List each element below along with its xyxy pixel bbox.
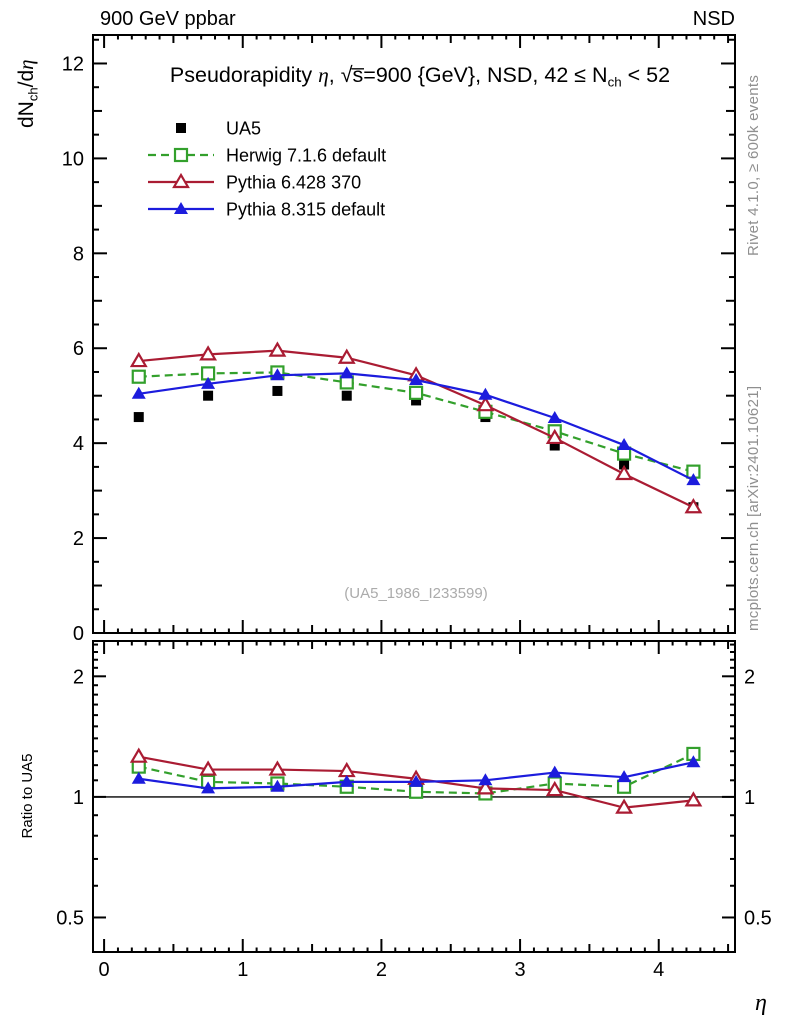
legend-label: UA5 [226,119,261,139]
main-panel: 0 2 4 6 8 10 12 Pseudorapidity η, √s̅=900 {GeV}… [14,34,736,645]
svg-text:2: 2 [73,666,84,688]
main-x-ticks [103,35,730,633]
series-pythia8 [131,366,701,486]
legend-label: Pythia 6.428 370 [226,173,361,193]
ratio-x-ticks [103,641,730,952]
x-tick-labels: 0 1 2 3 4 [99,959,665,981]
svg-text:0: 0 [73,623,84,645]
svg-text:4: 4 [653,959,664,981]
svg-text:10: 10 [62,148,84,170]
header-right-label: NSD [693,8,735,30]
ratio-y-tick-labels: 0.5 0.5 1 1 2 2 [56,666,772,929]
svg-text:3: 3 [515,959,526,981]
legend-item-pythia8: Pythia 8.315 default [148,200,385,220]
svg-text:0.5: 0.5 [744,907,772,929]
svg-text:0.5: 0.5 [56,907,84,929]
watermark-label: (UA5_1986_I233599) [344,585,487,602]
svg-text:2: 2 [73,528,84,550]
x-axis-label: η [755,990,767,1016]
series-pythia6 [129,341,703,514]
series-pythia8 [131,755,701,794]
ratio-series [129,746,703,814]
series-herwig [131,365,701,479]
series-ua5 [133,385,699,513]
plot-title: Pseudorapidity η, √s̅=900 {GeV}, NSD, 42… [170,63,670,90]
legend: UA5 Herwig 7.1.6 default Pythia 6.428 370 P… [148,119,386,220]
svg-text:1: 1 [744,787,755,809]
rivet-version-note: Rivet 4.1.0, ≥ 600k events [745,75,762,256]
main-series [129,341,703,514]
mcplots-arxiv-note: mcplots.cern.ch [arXiv:2401.10621] [745,386,762,631]
main-frame [92,34,736,634]
svg-text:1: 1 [237,959,248,981]
svg-text:2: 2 [744,666,755,688]
main-y-tick-labels: 0 2 4 6 8 10 12 [62,53,84,645]
svg-text:12: 12 [62,53,84,75]
header-left-title: 900 GeV ppbar [100,8,236,30]
legend-item-ua5: UA5 [176,119,261,139]
legend-label: Pythia 8.315 default [226,200,385,220]
main-y-ticks [93,38,735,634]
svg-text:0: 0 [99,959,110,981]
ratio-y-ticks [93,643,735,919]
svg-text:2: 2 [376,959,387,981]
y-axis-label: dNch/dη [14,59,41,128]
svg-text:1: 1 [73,787,84,809]
svg-text:6: 6 [73,338,84,360]
legend-item-herwig: Herwig 7.1.6 default [148,146,386,166]
svg-text:8: 8 [73,243,84,265]
legend-label: Herwig 7.1.6 default [226,146,386,166]
svg-text:4: 4 [73,433,84,455]
legend-item-pythia6: Pythia 6.428 370 [148,173,361,193]
ratio-panel: 0.5 0.5 1 1 2 2 0 1 2 3 4 [56,640,772,981]
ratio-axis-label: Ratio to UA5 [19,753,36,838]
